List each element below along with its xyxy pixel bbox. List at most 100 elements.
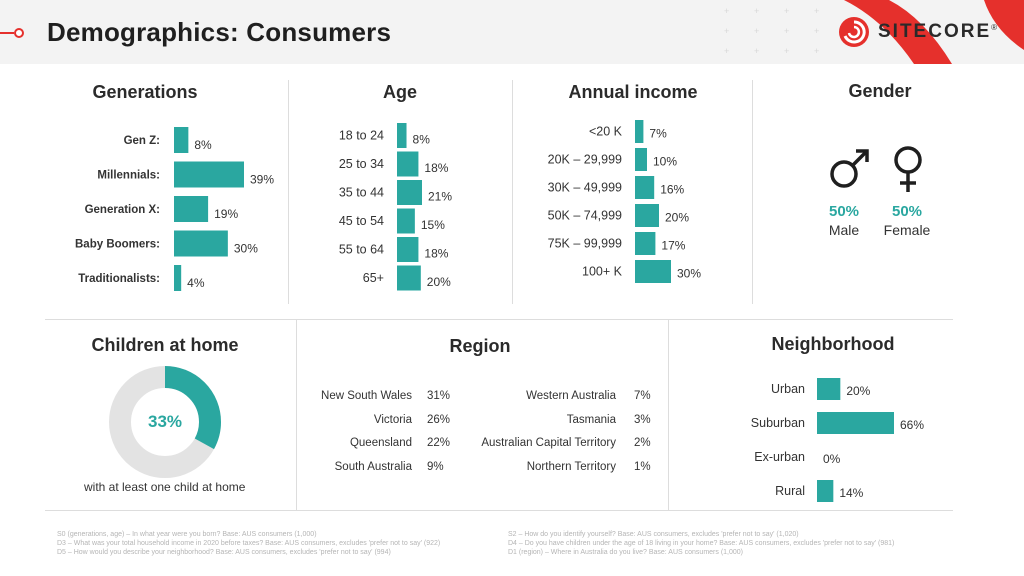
divider bbox=[45, 319, 953, 320]
category-label: Urban bbox=[771, 382, 805, 396]
category-label: 25 to 34 bbox=[339, 157, 384, 171]
category-label: Millennials: bbox=[97, 170, 160, 182]
category-label: 45 to 54 bbox=[339, 214, 384, 228]
category-label: 30K – 49,999 bbox=[548, 181, 622, 195]
category-label: 65+ bbox=[363, 271, 384, 285]
bar bbox=[174, 127, 189, 153]
region-row: Queensland 22% bbox=[300, 435, 660, 451]
children-title: Children at home bbox=[91, 335, 239, 355]
bar bbox=[397, 151, 419, 177]
bar bbox=[397, 265, 421, 291]
data-label: 14% bbox=[839, 486, 863, 500]
category-label: 50K – 74,999 bbox=[548, 209, 622, 223]
footnotes-right: S2 – How do you identify yourself? Base:… bbox=[508, 530, 894, 557]
male-value: 50% bbox=[828, 203, 860, 220]
region-name: Tasmania bbox=[566, 413, 616, 426]
data-label: 15% bbox=[421, 218, 445, 232]
female-label: Female bbox=[883, 222, 931, 238]
svg-text:+: + bbox=[784, 6, 789, 16]
region-name: Australian Capital Territory bbox=[481, 437, 616, 449]
footnote-line: S2 – How do you identify yourself? Base:… bbox=[508, 531, 799, 538]
neighborhood-title: Neighborhood bbox=[771, 334, 895, 354]
data-label: 8% bbox=[194, 138, 212, 152]
gender-title: Gender bbox=[848, 81, 912, 101]
bar bbox=[635, 232, 656, 255]
category-label: Baby Boomers: bbox=[75, 239, 160, 251]
category-label: 20K – 29,999 bbox=[548, 153, 622, 167]
bar bbox=[817, 378, 841, 400]
header-accent-line bbox=[0, 32, 14, 34]
income-title: Annual income bbox=[568, 82, 698, 102]
bar bbox=[635, 120, 644, 143]
neighborhood-bar-chart: Urban 20% Suburban 66% Ex-urban 0% Rural 14% bbox=[751, 378, 924, 502]
donut-center-value: 33% bbox=[147, 412, 183, 431]
category-label: Generation X: bbox=[85, 204, 160, 216]
data-label: 18% bbox=[424, 161, 448, 175]
data-label: 17% bbox=[661, 239, 685, 253]
footnote-line: S0 (generations, age) – In what year wer… bbox=[57, 531, 317, 538]
data-label: 16% bbox=[660, 183, 684, 197]
divider bbox=[45, 510, 953, 511]
region-value: 2% bbox=[634, 437, 651, 449]
region-name: Victoria bbox=[373, 413, 412, 426]
donut-slice-children bbox=[109, 366, 221, 478]
bar bbox=[397, 208, 415, 234]
header-accent-dot bbox=[14, 28, 24, 38]
data-label: 30% bbox=[234, 242, 258, 256]
age-title: Age bbox=[382, 82, 417, 102]
income-bar-chart: <20 K 7% 20K – 29,999 10% 30K – 49,999 16% 50K… bbox=[548, 120, 701, 283]
bar bbox=[635, 176, 655, 199]
region-row: South Australia 9% bbox=[300, 459, 660, 475]
data-label: 39% bbox=[250, 173, 274, 187]
data-label: 7% bbox=[649, 127, 667, 141]
divider bbox=[752, 80, 753, 304]
footnote-line: D3 – What was your total household incom… bbox=[57, 540, 441, 547]
logo-text: SITECORE bbox=[878, 21, 992, 42]
region-value: 1% bbox=[634, 460, 651, 473]
bar bbox=[174, 230, 228, 257]
bar bbox=[635, 148, 647, 171]
svg-text:+: + bbox=[814, 26, 819, 36]
footnote-line: D1 (region) – Where in Australia do you … bbox=[508, 549, 744, 556]
region-value: 26% bbox=[427, 413, 451, 426]
region-name: Western Australia bbox=[526, 390, 616, 402]
bar bbox=[174, 196, 209, 222]
category-label: 35 to 44 bbox=[339, 186, 384, 200]
data-label: 20% bbox=[846, 384, 870, 398]
category-label: Suburban bbox=[751, 416, 805, 430]
bar bbox=[397, 180, 422, 205]
region-table: New South Wales 31% Victoria 26% Queensland 2… bbox=[300, 388, 660, 478]
data-label: 19% bbox=[214, 207, 238, 221]
region-value: 31% bbox=[427, 390, 451, 402]
region-row: New South Wales 31% bbox=[300, 388, 660, 404]
region-row: Australian Capital Territory 2% bbox=[300, 435, 660, 451]
region-value: 9% bbox=[427, 460, 444, 473]
data-label: 20% bbox=[665, 211, 689, 225]
female-symbol-icon bbox=[894, 146, 922, 192]
divider bbox=[296, 319, 297, 511]
header-bar: + + + + + + + + + + + + Demographics: Consumers … bbox=[0, 0, 1024, 64]
bar bbox=[817, 480, 834, 502]
region-row: Western Australia 7% bbox=[300, 388, 660, 404]
donut-caption: with at least one child at home bbox=[84, 480, 246, 494]
svg-text:+: + bbox=[754, 46, 759, 56]
data-label: 66% bbox=[900, 418, 924, 432]
data-label: 10% bbox=[653, 155, 677, 169]
svg-text:+: + bbox=[724, 6, 729, 16]
sitecore-swirl-icon bbox=[839, 17, 869, 47]
svg-text:+: + bbox=[814, 46, 819, 56]
footnote-line: D5 – How would you describe your neighbo… bbox=[57, 549, 391, 556]
region-value: 7% bbox=[634, 390, 651, 402]
divider bbox=[512, 80, 513, 304]
category-label: 55 to 64 bbox=[339, 243, 384, 257]
registered-mark: ® bbox=[991, 22, 998, 32]
region-name: New South Wales bbox=[321, 390, 412, 402]
region-row: Northern Territory 1% bbox=[300, 459, 660, 475]
bar bbox=[635, 204, 659, 227]
svg-text:+: + bbox=[754, 26, 759, 36]
male-label: Male bbox=[828, 222, 860, 238]
header-decoration: + + + + + + + + + + + + bbox=[724, 0, 1024, 64]
page-title: Demographics: Consumers bbox=[47, 17, 392, 47]
divider bbox=[288, 80, 289, 304]
region-row: Tasmania 3% bbox=[300, 412, 660, 428]
